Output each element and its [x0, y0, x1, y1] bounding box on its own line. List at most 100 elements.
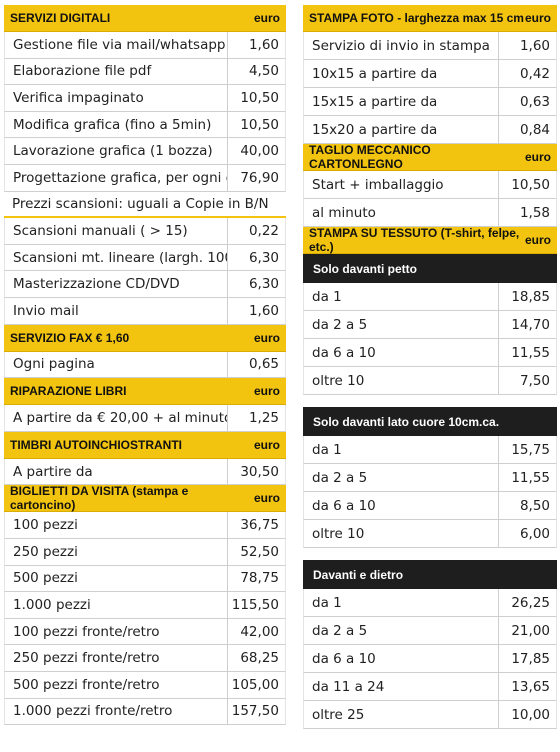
item-price: 0,65 [227, 351, 285, 378]
item-label: Servizio di invio in stampa [312, 37, 490, 54]
item-price: 0,63 [498, 88, 556, 115]
item-price: 26,25 [498, 589, 556, 616]
price-row: Elaborazione file pdf 4,50 [4, 58, 286, 86]
section-header: STAMPA FOTO - larghezza max 15 cm euro [303, 5, 557, 32]
price-row: da 1 18,85 [303, 283, 557, 311]
unit-label: euro [524, 11, 551, 25]
price-row: Progettazione grafica, per ogni ora 76,90 [4, 165, 286, 192]
section-header: RIPARAZIONE LIBRI euro [4, 378, 286, 406]
item-label: 500 pezzi fronte/retro [13, 676, 160, 693]
item-label: oltre 25 [312, 706, 365, 723]
price-row: Lavorazione grafica (1 bozza) 40,00 [4, 138, 286, 165]
price-row: A partire da 30,50 [4, 458, 286, 486]
unit-label: euro [524, 233, 551, 247]
price-row: oltre 10 7,50 [303, 367, 557, 395]
price-row: oltre 25 10,00 [303, 701, 557, 729]
item-label: Scansioni mt. lineare (largh. 100 cm.) [13, 249, 227, 266]
unit-label: euro [253, 491, 280, 506]
item-price: 10,50 [227, 111, 285, 138]
price-row: 1.000 pezzi fronte/retro 157,50 [4, 698, 286, 726]
item-label: Elaborazione file pdf [13, 63, 152, 80]
item-price: 68,25 [227, 645, 285, 671]
section-header: TAGLIO MECCANICO CARTONLEGNO euro [303, 143, 557, 171]
price-row: da 6 a 10 8,50 [303, 492, 557, 520]
item-price: 1,25 [227, 405, 285, 431]
item-price: 76,90 [227, 165, 285, 191]
item-label: Verifica impaginato [13, 89, 144, 106]
price-row: 100 pezzi 36,75 [4, 512, 286, 539]
item-label: da 2 a 5 [312, 622, 368, 639]
price-row: Invio mail 1,60 [4, 298, 286, 325]
subsection-header: Solo davanti petto [303, 254, 557, 283]
item-label: 1.000 pezzi fronte/retro [13, 703, 173, 720]
price-row: Scansioni manuali ( > 15) 0,22 [4, 218, 286, 245]
item-price: 0,42 [498, 60, 556, 87]
item-label: Scansioni manuali ( > 15) [13, 222, 188, 239]
price-row: Gestione file via mail/whatsapp 1,60 [4, 32, 286, 59]
item-price: 10,50 [227, 85, 285, 111]
price-row: Servizio di invio in stampa 1,60 [303, 32, 557, 60]
item-price: 78,75 [227, 565, 285, 592]
item-label: Gestione file via mail/whatsapp [13, 36, 226, 53]
item-price: 15,75 [498, 436, 556, 463]
price-row: 250 pezzi fronte/retro 68,25 [4, 645, 286, 672]
price-row: oltre 10 6,00 [303, 520, 557, 548]
item-label: Ogni pagina [13, 356, 95, 373]
item-label: A partire da € 20,00 + al minuto: [13, 409, 227, 426]
price-row: Scansioni mt. lineare (largh. 100 cm.)6,… [4, 244, 286, 272]
item-label: da 1 [312, 594, 342, 611]
price-row: 10x15 a partire da 0,42 [303, 60, 557, 88]
item-price: 11,55 [498, 339, 556, 366]
item-label: oltre 10 [312, 525, 365, 542]
item-label: da 1 [312, 288, 342, 305]
item-price: 10,00 [498, 701, 556, 728]
item-price: 115,50 [227, 592, 285, 618]
unit-label: euro [253, 330, 280, 345]
item-label: 250 pezzi [13, 543, 78, 560]
item-price: 42,00 [227, 618, 285, 645]
section-header: TIMBRI AUTOINCHIOSTRANTI euro [4, 431, 286, 459]
note: Prezzi scansioni: uguali a Copie in B/N [4, 192, 286, 219]
item-price: 0,22 [227, 218, 285, 244]
price-row: da 2 a 5 11,55 [303, 464, 557, 492]
item-label: 15x20 a partire da [312, 121, 438, 138]
item-label: 10x15 a partire da [312, 65, 438, 82]
item-label: Invio mail [13, 302, 79, 319]
price-row: da 6 a 10 11,55 [303, 339, 557, 367]
price-row: Modifica grafica (fino a 5min) 10,50 [4, 111, 286, 139]
price-row: da 2 a 5 21,00 [303, 617, 557, 645]
section-title: SERVIZIO FAX € 1,60 [10, 330, 130, 345]
item-price: 157,50 [227, 698, 285, 725]
item-label: 250 pezzi fronte/retro [13, 650, 160, 667]
section-header: STAMPA SU TESSUTO (T-shirt, felpe, etc.)… [303, 226, 557, 254]
item-label: Progettazione grafica, per ogni ora [13, 169, 227, 186]
price-row: da 1 15,75 [303, 436, 557, 464]
price-row: 100 pezzi fronte/retro 42,00 [4, 618, 286, 646]
item-label: da 11 a 24 [312, 678, 385, 695]
section-title: STAMPA FOTO - larghezza max 15 cm [309, 11, 524, 25]
item-label: Masterizzazione CD/DVD [13, 276, 180, 293]
price-row: 500 pezzi 78,75 [4, 565, 286, 593]
unit-label: euro [253, 384, 280, 399]
item-price: 10,50 [498, 171, 556, 198]
item-price: 0,84 [498, 116, 556, 143]
item-label: da 6 a 10 [312, 497, 376, 514]
price-row: A partire da € 20,00 + al minuto: 1,25 [4, 405, 286, 432]
item-price: 6,30 [227, 244, 285, 271]
item-price: 7,50 [498, 367, 556, 394]
section-header: SERVIZIO FAX € 1,60 euro [4, 324, 286, 352]
item-price: 1,60 [498, 32, 556, 59]
item-label: Start + imballaggio [312, 176, 444, 193]
item-price: 11,55 [498, 464, 556, 491]
item-label: 1.000 pezzi [13, 596, 91, 613]
unit-label: euro [253, 11, 280, 25]
price-row: Ogni pagina 0,65 [4, 351, 286, 379]
item-price: 13,65 [498, 673, 556, 700]
price-row: da 1 26,25 [303, 589, 557, 617]
item-label: al minuto [312, 204, 376, 221]
item-label: da 6 a 10 [312, 650, 376, 667]
item-label: 100 pezzi [13, 517, 78, 534]
price-row: 15x20 a partire da 0,84 [303, 116, 557, 144]
price-row: 15x15 a partire da 0,63 [303, 88, 557, 116]
price-row: da 11 a 24 13,65 [303, 673, 557, 701]
